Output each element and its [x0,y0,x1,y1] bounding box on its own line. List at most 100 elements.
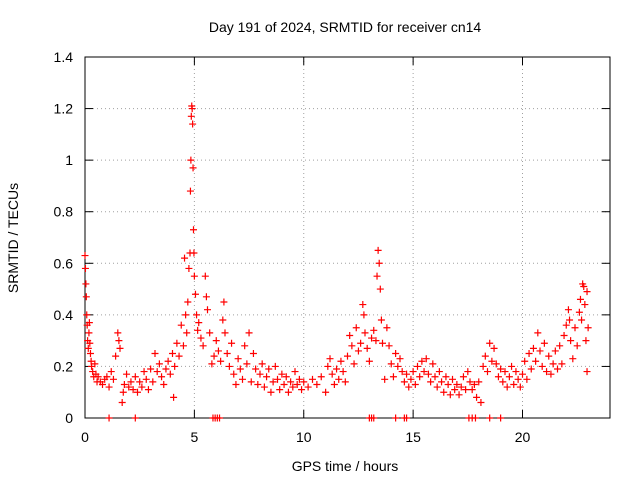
data-point [187,156,195,164]
data-point [547,370,555,378]
data-point [194,326,202,334]
data-point [545,352,553,360]
data-point [190,226,197,234]
data-point [187,112,195,120]
data-point [85,319,93,327]
data-point [344,352,351,360]
data-point [256,370,264,378]
data-point [560,331,568,339]
data-point [527,365,535,373]
data-point [582,337,590,345]
data-point [107,368,115,376]
data-point [505,373,513,381]
data-point [276,386,284,394]
data-point [379,339,386,347]
data-point [295,375,303,383]
data-point [584,324,592,332]
data-point [138,383,146,391]
data-point [263,373,271,381]
data-point [304,383,312,391]
data-point [186,187,194,195]
data-point [144,386,152,394]
data-point [206,329,214,337]
data-point [210,352,218,360]
data-point [337,357,345,365]
data-point [179,342,187,350]
chart-title: Day 191 of 2024, SRMTID for receiver cn1… [209,19,482,35]
data-point [442,373,450,381]
data-point [341,378,349,386]
data-point [581,301,589,309]
data-point [181,254,189,262]
data-point [370,414,378,422]
data-point [84,344,92,352]
data-point [427,378,435,386]
data-point [298,386,306,394]
data-point [151,350,159,358]
data-point [91,360,99,368]
data-point [407,375,415,383]
data-point [109,375,117,383]
data-point [99,380,106,388]
data-point [444,380,452,388]
data-point [558,360,566,368]
data-point [326,355,334,363]
data-point [82,280,90,288]
data-point [190,249,198,257]
data-point [287,378,295,386]
data-point [142,375,150,383]
data-point [573,342,581,350]
data-point [411,380,419,388]
data-point [481,352,489,360]
data-point [185,264,193,272]
data-point [208,360,216,368]
data-point [363,344,371,352]
data-point [136,378,144,386]
data-point [162,365,170,373]
data-point [554,365,561,373]
data-point [123,370,131,378]
data-point [578,316,586,324]
x-axis-label: GPS time / hours [292,458,399,474]
data-point [169,350,176,358]
data-point [438,378,446,386]
data-point [499,378,507,386]
data-point [241,342,249,350]
data-point [414,362,421,370]
data-point [188,105,196,113]
x-tick-label: 5 [190,429,198,445]
data-point [418,357,426,365]
data-point [164,357,172,365]
data-point [105,414,113,422]
data-point [86,350,94,358]
x-tick-label: 20 [515,429,531,445]
data-point [462,386,470,394]
data-point [583,368,591,376]
data-point [490,344,498,352]
y-tick-label: 1.2 [54,101,74,117]
data-point [271,362,279,370]
data-point [468,386,476,394]
data-point [360,311,368,319]
data-point [202,293,210,301]
data-point [403,414,411,422]
data-point [416,373,424,381]
data-point [392,414,400,422]
data-point [503,383,511,391]
data-point [543,368,551,376]
y-tick-label: 0.8 [54,204,74,220]
data-point [538,362,546,370]
data-points [81,102,592,422]
data-point [284,388,292,396]
data-point [223,350,231,358]
data-point [446,391,454,399]
data-point [566,316,574,324]
data-point [116,344,124,352]
data-point [389,373,397,381]
data-point [409,368,417,376]
data-point [394,362,402,370]
data-point [475,378,483,386]
data-point [134,388,141,396]
data-point [112,352,120,360]
